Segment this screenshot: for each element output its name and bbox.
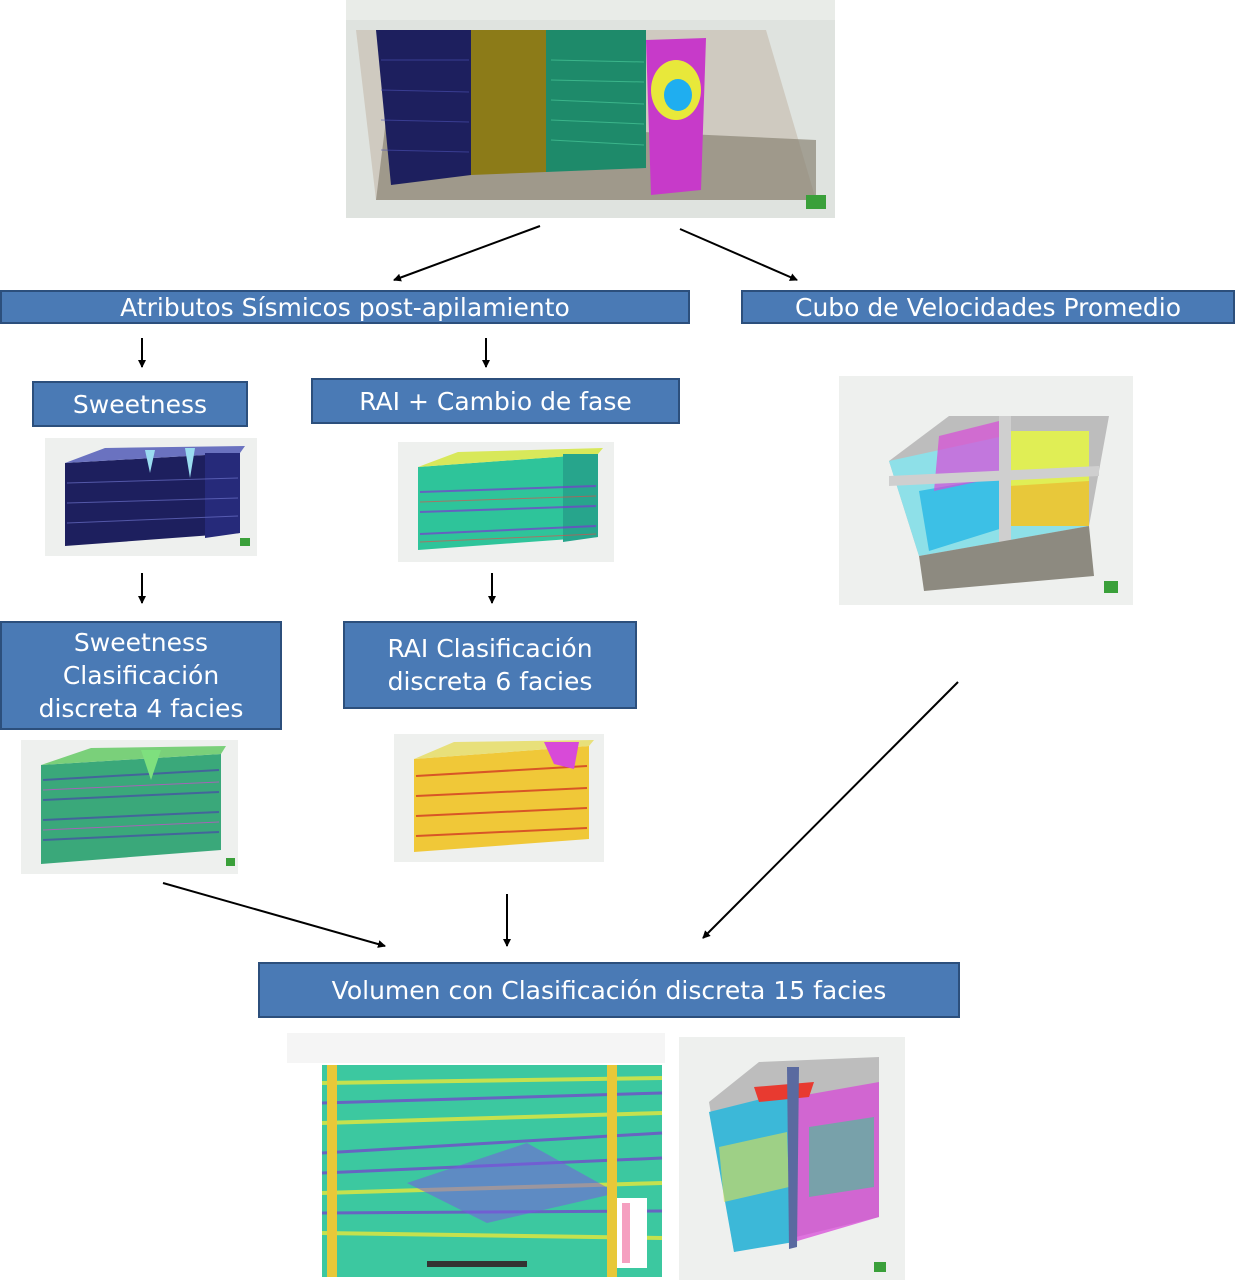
- sweetness-facies-cube-image: [21, 740, 238, 874]
- top-seismic-volume-image: [346, 0, 835, 218]
- sweetness-cube-image: [45, 438, 257, 556]
- facies-3d-cube-image: [679, 1037, 905, 1280]
- facies-cross-section-image: [287, 1033, 665, 1280]
- sweetness-classification-line3: discreta 4 facies: [38, 694, 244, 723]
- attributes-box: Atributos Sísmicos post-apilamiento: [0, 290, 690, 324]
- rai-classification-line1: RAI Clasificación: [387, 634, 593, 663]
- attributes-label: Atributos Sísmicos post-apilamiento: [120, 292, 570, 322]
- sweetness-classification-line2: Clasificación: [62, 661, 220, 690]
- arrow-top-to-attributes: [393, 225, 541, 282]
- rai-facies-cube-image: [394, 734, 604, 862]
- volume-classification-box: Volumen con Clasificación discreta 15 fa…: [258, 962, 960, 1018]
- rai-classification-line2: discreta 6 facies: [387, 667, 593, 696]
- sweetness-classification-line1: Sweetness: [73, 628, 209, 657]
- arrow-sweetclass-to-volume: [162, 882, 386, 948]
- rai-box: RAI + Cambio de fase: [311, 378, 680, 424]
- rai-label: RAI + Cambio de fase: [359, 386, 632, 416]
- sweetness-classification-box: Sweetness Clasificación discreta 4 facie…: [0, 621, 282, 730]
- volume-classification-label: Volumen con Clasificación discreta 15 fa…: [331, 975, 887, 1005]
- velocity-cube-box: Cubo de Velocidades Promedio: [741, 290, 1235, 324]
- rai-classification-box: RAI Clasificación discreta 6 facies: [343, 621, 637, 709]
- sweetness-label: Sweetness: [72, 389, 208, 419]
- velocity-cube-image: [839, 376, 1133, 605]
- sweetness-box: Sweetness: [32, 381, 248, 427]
- arrow-top-to-cubo: [679, 228, 798, 281]
- velocity-cube-label: Cubo de Velocidades Promedio: [795, 292, 1181, 322]
- rai-cube-image: [398, 442, 614, 562]
- arrow-cubo-to-volume: [702, 681, 959, 939]
